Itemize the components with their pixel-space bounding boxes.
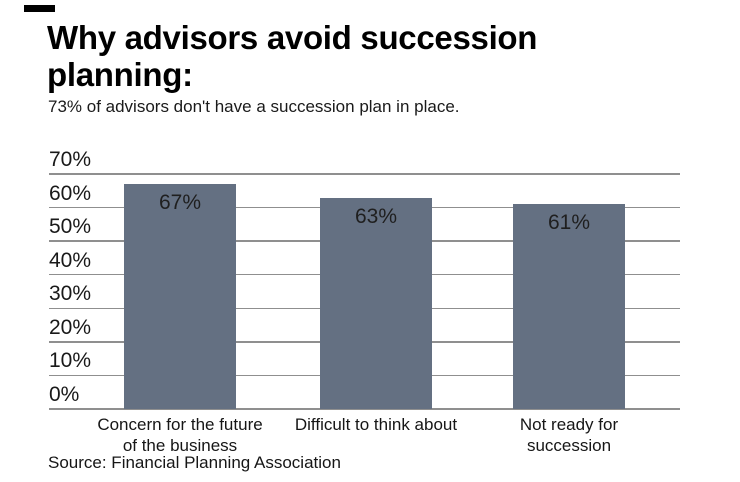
y-axis-label: 40%	[49, 248, 92, 272]
y-gridline	[49, 408, 680, 410]
x-axis-label: Difficult to think about	[294, 415, 458, 434]
bar-value-label: 61%	[547, 211, 591, 235]
y-axis-label: 10%	[49, 349, 92, 373]
chart-subtitle: 73% of advisors don't have a succession …	[48, 97, 460, 116]
y-axis-label: 30%	[49, 282, 92, 306]
bar: 63%	[320, 197, 432, 409]
y-axis-label: 60%	[49, 181, 92, 205]
x-axis-label: Not ready for succession	[519, 415, 619, 455]
y-axis-label: 20%	[49, 315, 92, 339]
bar: 67%	[124, 184, 236, 409]
y-axis-label: 70%	[49, 148, 92, 171]
y-axis-label: 50%	[49, 215, 92, 239]
bar-value-label: 63%	[354, 204, 398, 228]
y-axis-label: 0%	[49, 383, 80, 406]
chart-title: Why advisors avoid succession planning:	[47, 19, 538, 93]
x-axis-label: Concern for the future of the business	[97, 415, 263, 455]
source-note: Source: Financial Planning Association	[48, 453, 341, 472]
y-gridline	[49, 173, 680, 175]
bar-value-label: 67%	[158, 191, 202, 215]
crop-mark	[24, 5, 55, 12]
bar: 61%	[513, 204, 625, 409]
